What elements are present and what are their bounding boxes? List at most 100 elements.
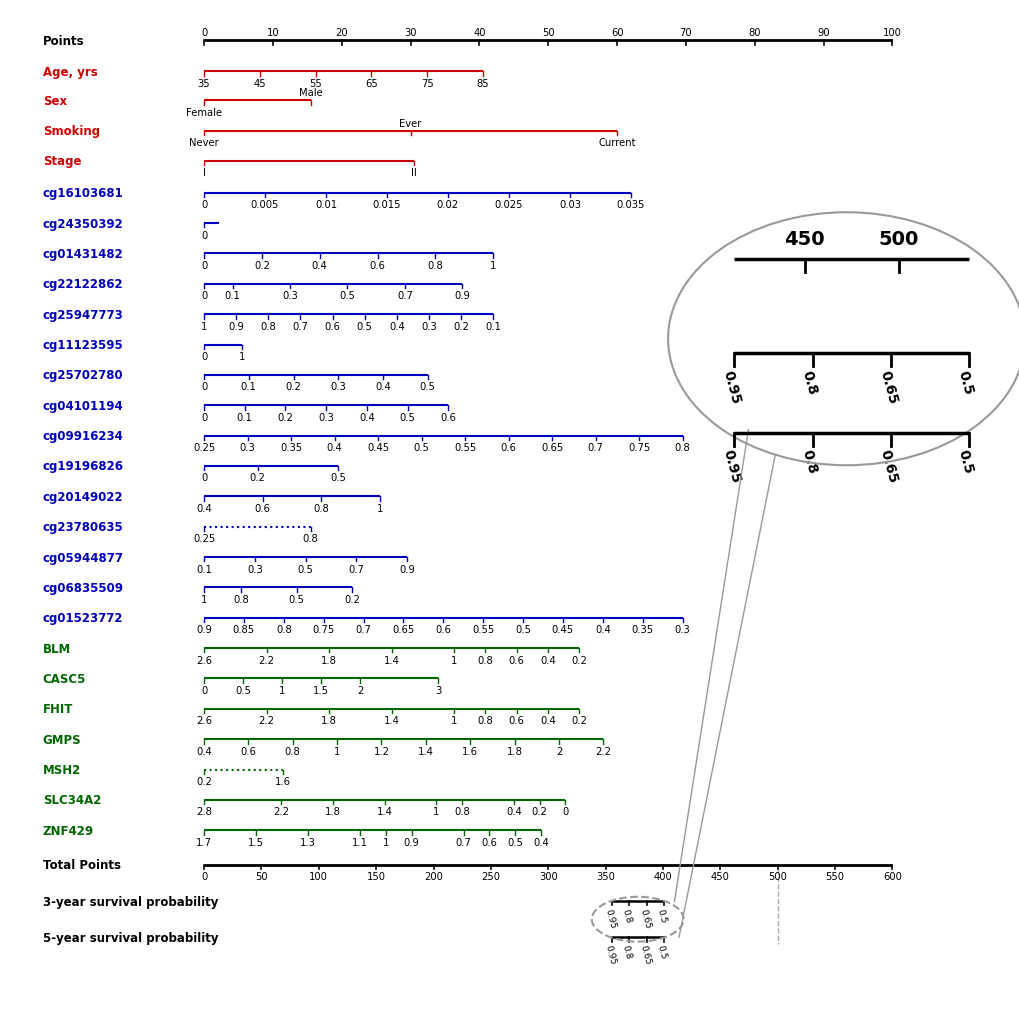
Text: 2.2: 2.2 bbox=[273, 807, 289, 817]
Text: 0.5: 0.5 bbox=[420, 382, 435, 392]
Text: cg23780635: cg23780635 bbox=[43, 521, 123, 534]
Text: 0.8: 0.8 bbox=[798, 448, 818, 475]
Text: Total Points: Total Points bbox=[43, 858, 120, 871]
Text: FHIT: FHIT bbox=[43, 703, 73, 716]
Text: 2.2: 2.2 bbox=[258, 716, 274, 726]
Text: 0.8: 0.8 bbox=[233, 594, 249, 605]
Text: 0.01: 0.01 bbox=[315, 200, 336, 210]
Text: 0.75: 0.75 bbox=[312, 625, 334, 635]
Text: 0: 0 bbox=[201, 261, 207, 271]
Text: 0.9: 0.9 bbox=[398, 564, 415, 574]
Text: 1.6: 1.6 bbox=[275, 776, 290, 787]
Text: 65: 65 bbox=[365, 79, 377, 89]
Text: 5-year survival probability: 5-year survival probability bbox=[43, 931, 218, 944]
Text: 1: 1 bbox=[201, 321, 207, 332]
Text: 0: 0 bbox=[201, 382, 207, 392]
Text: 0.1: 0.1 bbox=[485, 321, 500, 332]
Text: cg01431482: cg01431482 bbox=[43, 248, 123, 261]
Text: 0.8: 0.8 bbox=[674, 443, 690, 453]
Text: 0.3: 0.3 bbox=[421, 321, 436, 332]
Text: 0.9: 0.9 bbox=[196, 625, 212, 635]
Text: 0.2: 0.2 bbox=[452, 321, 469, 332]
Text: 2.6: 2.6 bbox=[196, 716, 212, 726]
Text: 300: 300 bbox=[538, 871, 557, 882]
Text: 1: 1 bbox=[433, 807, 439, 817]
Text: 0.1: 0.1 bbox=[236, 412, 253, 423]
Text: 0.1: 0.1 bbox=[224, 291, 240, 301]
Text: 0.95: 0.95 bbox=[720, 448, 743, 484]
Text: 0.35: 0.35 bbox=[279, 443, 302, 453]
Text: 0.95: 0.95 bbox=[603, 907, 616, 929]
Text: 1: 1 bbox=[450, 655, 457, 665]
Text: 0.6: 0.6 bbox=[255, 503, 270, 514]
Text: 0.035: 0.035 bbox=[616, 200, 644, 210]
Text: 0.2: 0.2 bbox=[571, 655, 587, 665]
Text: 0.005: 0.005 bbox=[251, 200, 279, 210]
Text: 45: 45 bbox=[253, 79, 266, 89]
Text: 0.5: 0.5 bbox=[234, 685, 251, 696]
Text: 0.8: 0.8 bbox=[275, 625, 291, 635]
Text: 20: 20 bbox=[335, 27, 347, 37]
Text: Smoking: Smoking bbox=[43, 125, 100, 137]
Text: cg25702780: cg25702780 bbox=[43, 369, 123, 382]
Text: BLM: BLM bbox=[43, 642, 71, 655]
Text: 1.8: 1.8 bbox=[506, 746, 522, 756]
Text: 70: 70 bbox=[679, 27, 692, 37]
Text: 0.2: 0.2 bbox=[571, 716, 587, 726]
Text: 0.45: 0.45 bbox=[551, 625, 574, 635]
Text: 0.2: 0.2 bbox=[250, 473, 265, 483]
Text: 0.4: 0.4 bbox=[196, 503, 212, 514]
Text: 0.65: 0.65 bbox=[638, 943, 651, 964]
Text: 0.3: 0.3 bbox=[330, 382, 345, 392]
Text: 50: 50 bbox=[541, 27, 554, 37]
Text: 0: 0 bbox=[201, 685, 207, 696]
Text: 0.8: 0.8 bbox=[621, 907, 633, 923]
Text: cg25947773: cg25947773 bbox=[43, 308, 123, 321]
Text: 0.5: 0.5 bbox=[357, 321, 372, 332]
Text: 0.6: 0.6 bbox=[240, 746, 256, 756]
Text: 0.1: 0.1 bbox=[240, 382, 257, 392]
Text: 0.7: 0.7 bbox=[292, 321, 308, 332]
Text: 3-year survival probability: 3-year survival probability bbox=[43, 895, 218, 908]
Text: 0.4: 0.4 bbox=[533, 837, 548, 847]
Text: 0.02: 0.02 bbox=[436, 200, 459, 210]
Text: 0.4: 0.4 bbox=[594, 625, 610, 635]
Text: 10: 10 bbox=[266, 27, 279, 37]
Text: Ever: Ever bbox=[399, 118, 421, 128]
Text: 0.5: 0.5 bbox=[413, 443, 429, 453]
Text: 0.6: 0.6 bbox=[481, 837, 497, 847]
Text: 40: 40 bbox=[473, 27, 485, 37]
Text: 0: 0 bbox=[201, 412, 207, 423]
Text: 0.025: 0.025 bbox=[494, 200, 523, 210]
Text: 0.9: 0.9 bbox=[404, 837, 419, 847]
Text: 0.65: 0.65 bbox=[876, 368, 899, 405]
Text: 0.4: 0.4 bbox=[196, 746, 212, 756]
Text: 0.5: 0.5 bbox=[955, 368, 974, 395]
Text: 2: 2 bbox=[555, 746, 561, 756]
Text: 0.2: 0.2 bbox=[531, 807, 547, 817]
Text: 0.25: 0.25 bbox=[193, 443, 215, 453]
Text: 1.4: 1.4 bbox=[376, 807, 392, 817]
Text: SLC34A2: SLC34A2 bbox=[43, 794, 101, 807]
Text: 80: 80 bbox=[748, 27, 760, 37]
Text: 0.25: 0.25 bbox=[193, 534, 215, 544]
Text: 0.95: 0.95 bbox=[603, 943, 616, 964]
Text: 400: 400 bbox=[653, 871, 672, 882]
Text: 2.2: 2.2 bbox=[595, 746, 610, 756]
Text: 0.5: 0.5 bbox=[339, 291, 355, 301]
Text: cg06835509: cg06835509 bbox=[43, 581, 123, 594]
Text: 0.95: 0.95 bbox=[720, 368, 743, 405]
Text: Never: Never bbox=[189, 137, 219, 148]
Text: 0.7: 0.7 bbox=[455, 837, 471, 847]
Text: 1: 1 bbox=[278, 685, 285, 696]
Text: 0.8: 0.8 bbox=[621, 943, 633, 959]
Text: 1.4: 1.4 bbox=[383, 655, 399, 665]
Text: 0.6: 0.6 bbox=[508, 716, 524, 726]
Text: 0.1: 0.1 bbox=[196, 564, 212, 574]
Text: 0.4: 0.4 bbox=[505, 807, 521, 817]
Text: 0.65: 0.65 bbox=[540, 443, 562, 453]
Text: 100: 100 bbox=[309, 871, 328, 882]
Text: 0.8: 0.8 bbox=[798, 368, 818, 395]
Text: 0.2: 0.2 bbox=[285, 382, 302, 392]
Text: 350: 350 bbox=[595, 871, 614, 882]
